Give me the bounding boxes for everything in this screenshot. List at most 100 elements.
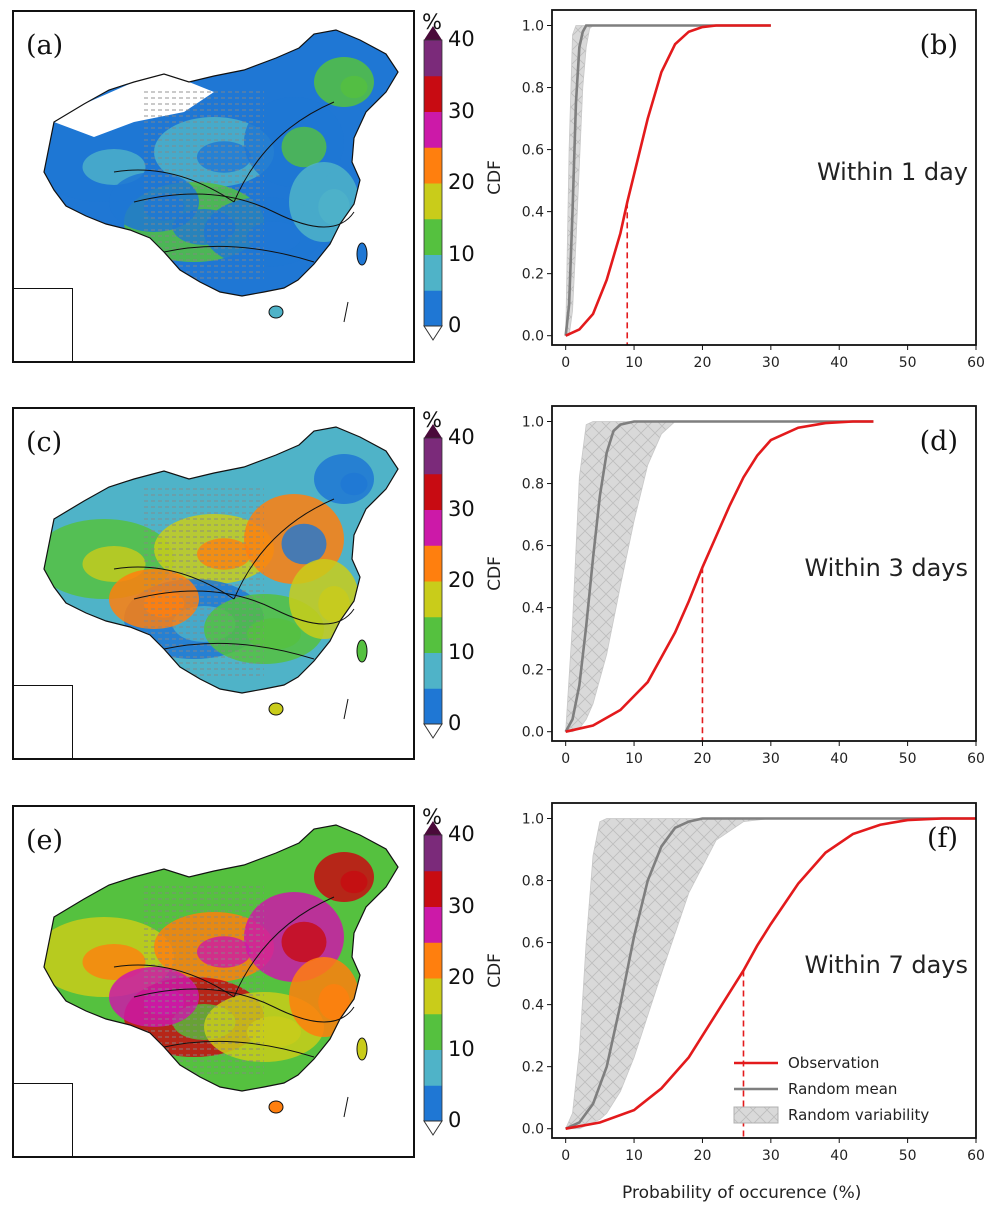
hainan-island xyxy=(268,702,284,716)
colorbar-unit: % xyxy=(422,408,442,432)
observation-line xyxy=(565,420,874,733)
y-tick-label: 0.4 xyxy=(522,205,544,221)
china-map-a xyxy=(32,29,399,333)
plot-frame xyxy=(551,9,977,346)
contour-core xyxy=(318,189,350,225)
taiwan-island xyxy=(356,242,368,266)
colorbar-tick-label: 40 xyxy=(448,822,475,846)
colorbar-segment xyxy=(424,509,442,546)
colorbar-segment xyxy=(424,1085,442,1122)
cdf-svg-f: 0 10 20 30 40 50 60 0.0 0.2 0.4 0.6 0.8 1.0 CDF (f) Wit… xyxy=(485,802,985,1164)
colorbar-segment xyxy=(424,218,442,255)
colorbar-tick-label: 30 xyxy=(448,98,475,123)
country-border xyxy=(43,29,399,297)
plot-frame xyxy=(551,802,977,1139)
country-border xyxy=(43,426,399,694)
y-tick-label: 0.0 xyxy=(522,1122,544,1138)
contour-core xyxy=(247,1016,301,1048)
observation-line xyxy=(565,24,771,337)
colorbar-svg xyxy=(423,821,443,1136)
legend-random-variability-swatch xyxy=(733,1106,779,1124)
region-boundary xyxy=(133,988,355,1023)
colorbar-segment xyxy=(424,183,442,220)
contour-core xyxy=(318,984,350,1020)
y-tick-label: 0.0 xyxy=(522,725,544,741)
y-tick-label: 0.4 xyxy=(522,601,544,617)
colorbar-max-arrow xyxy=(424,821,442,835)
colorbar-min-arrow xyxy=(423,325,443,341)
x-tick-label: 20 xyxy=(694,355,712,371)
x-tick-label: 10 xyxy=(625,355,643,371)
x-tick-label: 30 xyxy=(762,1148,780,1164)
x-tick-label: 10 xyxy=(625,751,643,767)
map-panel-a: (a) xyxy=(12,10,415,363)
colorbar-unit: % xyxy=(422,805,442,829)
colorbar-tick-label: 30 xyxy=(448,893,475,918)
x-tick-label: 60 xyxy=(967,1148,985,1164)
random-mean-line xyxy=(564,24,771,336)
y-tick-label: 0.4 xyxy=(522,998,544,1014)
significance-hatching xyxy=(144,886,264,1074)
x-axis-label: Probability of occurence (%) xyxy=(622,1183,862,1203)
legend-observation-label: Observation xyxy=(788,1054,879,1072)
colorbar-tick-label: 20 xyxy=(448,965,475,989)
hainan-island xyxy=(268,305,284,319)
x-tick-label: 40 xyxy=(830,1148,848,1164)
sea-boundary-mark xyxy=(343,698,349,720)
contour-core xyxy=(318,586,350,622)
y-tick-label: 0.8 xyxy=(522,81,544,97)
map-panel-e: (e) xyxy=(12,805,415,1158)
window-annotation: Within 7 days xyxy=(804,951,968,979)
colorbar-outline xyxy=(423,437,443,725)
x-tick-label: 0 xyxy=(561,355,570,371)
contour-core xyxy=(247,221,301,253)
colorbar-outline xyxy=(423,39,443,327)
y-axis-label: CDF xyxy=(485,160,505,195)
taiwan-island xyxy=(356,639,368,663)
colorbar-segment xyxy=(424,978,442,1015)
region-boundary xyxy=(163,1040,315,1058)
sea-boundary-mark xyxy=(343,1096,349,1118)
region-boundary xyxy=(133,193,355,228)
colorbar-segment xyxy=(424,111,442,148)
x-tick-label: 40 xyxy=(830,751,848,767)
contour-core xyxy=(340,75,368,99)
south-sea-inset-a xyxy=(14,288,73,361)
y-tick-label: 0.6 xyxy=(522,539,544,555)
colorbar-tick-label: 40 xyxy=(448,425,475,449)
x-tick-label: 60 xyxy=(967,355,985,371)
contour-core xyxy=(82,546,146,582)
south-sea-inset-c xyxy=(14,685,73,758)
random-variability-band xyxy=(565,421,677,733)
region-boundary xyxy=(113,566,235,600)
x-tick-label: 0 xyxy=(561,1148,570,1164)
colorbar-a: % 0 10 20 30 40 xyxy=(420,10,490,356)
contour-core xyxy=(143,988,185,1016)
x-tick-label: 30 xyxy=(762,355,780,371)
contour-core xyxy=(197,936,251,968)
china-map-c xyxy=(32,426,399,730)
colorbar-min-arrow xyxy=(423,1120,443,1136)
region-boundary xyxy=(133,590,355,625)
colorbar-segment xyxy=(424,835,442,872)
y-tick-label: 1.0 xyxy=(522,812,544,828)
colorbar-segment xyxy=(424,545,442,582)
colorbar-segment xyxy=(424,652,442,689)
region-boundary xyxy=(233,896,335,998)
y-tick-label: 0.2 xyxy=(522,1060,544,1076)
colorbar-segment xyxy=(424,906,442,943)
cdf-chart-b: 0 10 20 30 40 50 60 0.0 0.2 0.4 0.6 0.8 1.0 CDF (b) Wit… xyxy=(485,2,992,372)
colorbar-segment xyxy=(424,75,442,112)
region-boundary xyxy=(163,245,315,263)
colorbar-tick-label: 0 xyxy=(448,1108,462,1132)
colorbar-svg xyxy=(423,424,443,739)
y-tick-label: 1.0 xyxy=(522,415,544,431)
colorbar-tick-label: 10 xyxy=(448,639,475,664)
colorbar-e: % 0 10 20 30 40 xyxy=(420,805,490,1151)
china-map-e xyxy=(32,824,399,1128)
taiwan-island xyxy=(356,1037,368,1061)
colorbar-tick-label: 10 xyxy=(448,1036,475,1061)
colorbar-segment xyxy=(424,616,442,653)
panel-letter: (d) xyxy=(920,426,958,457)
colorbar-segment xyxy=(424,147,442,184)
